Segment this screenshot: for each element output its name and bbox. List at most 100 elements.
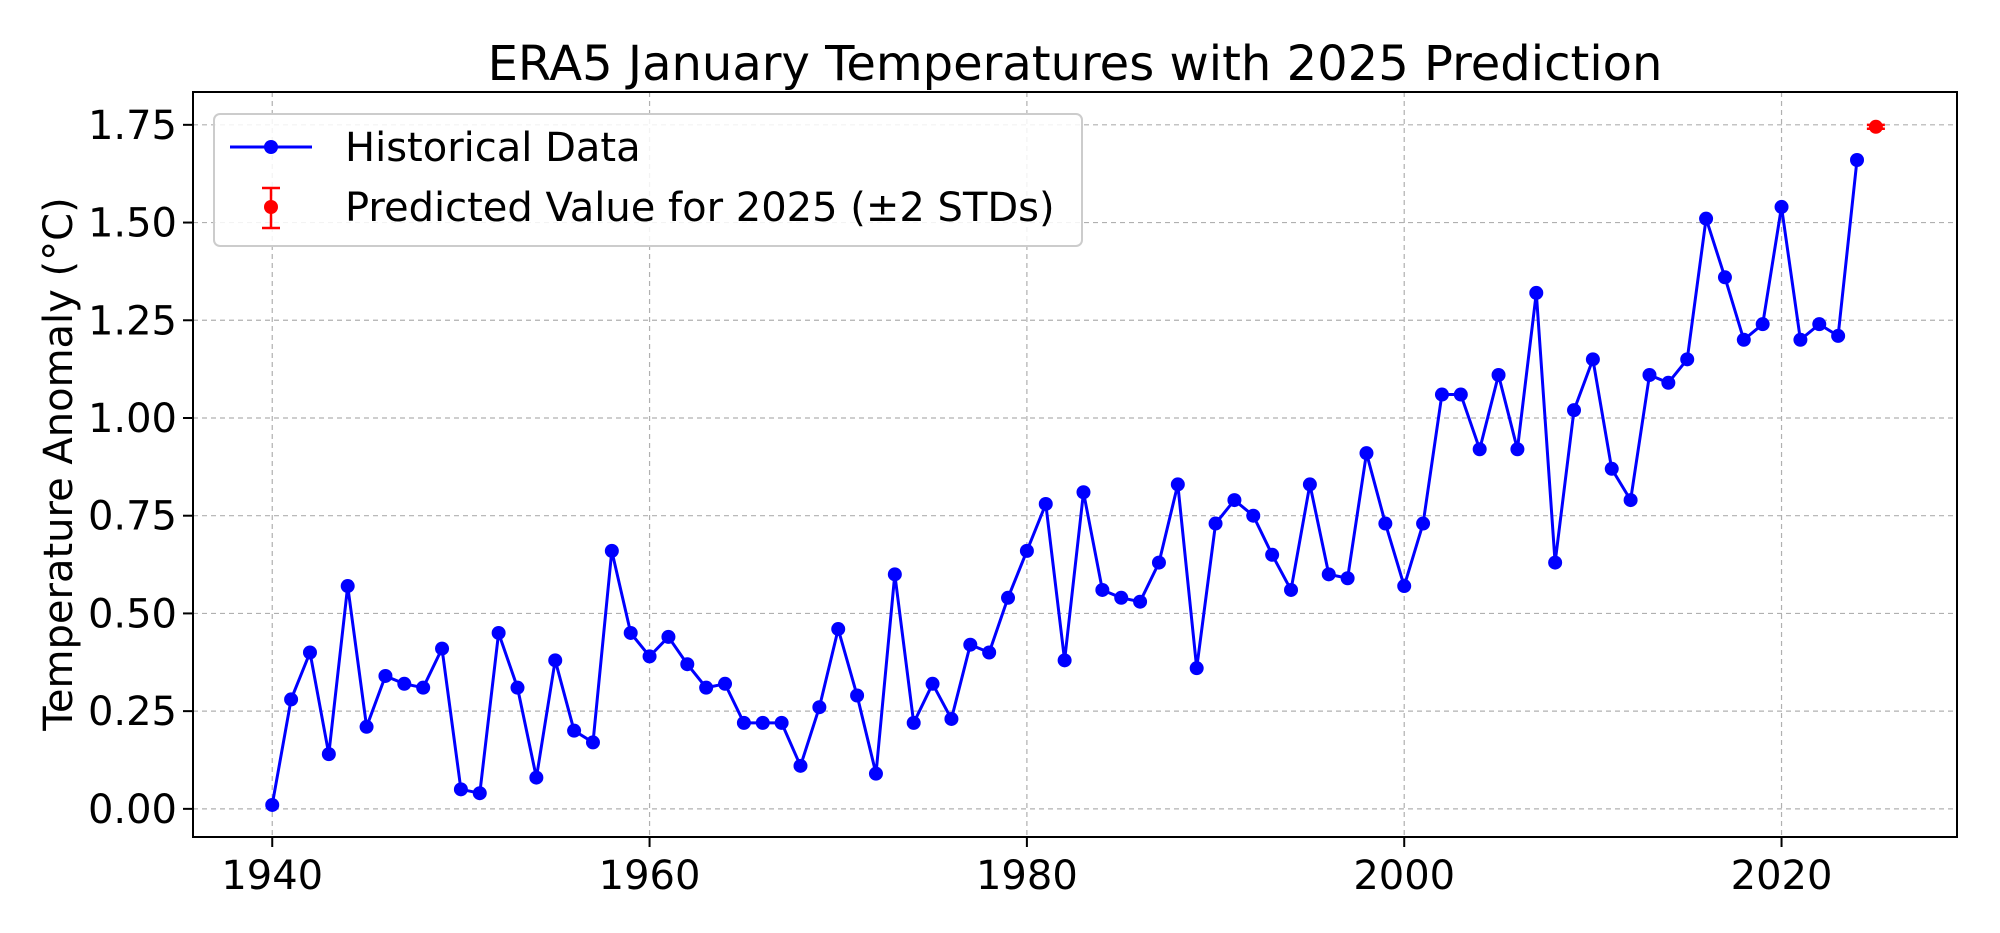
historical-data-point [1208,516,1223,531]
historical-data-point [944,711,959,726]
legend-historical-label: Historical Data [345,125,641,171]
historical-data-point [1114,590,1129,605]
historical-data-point [1472,442,1487,457]
historical-data-point [435,641,450,656]
y-tick-label: 1.25 [88,298,177,344]
historical-data-point [284,692,299,707]
historical-data-point [359,719,374,734]
historical-data-point [906,715,921,730]
historical-data-point [397,676,412,691]
y-axis-label: Temperature Anomaly (°C) [36,197,82,731]
historical-data-point [1038,496,1053,511]
historical-data-point [1850,153,1865,168]
historical-data-point [604,543,619,558]
historical-data-point [1302,477,1317,492]
historical-data-point [661,629,676,644]
historical-data-point [585,735,600,750]
historical-data-point [1680,352,1695,367]
historical-data-point [831,622,846,637]
historical-data-line [270,159,1859,806]
historical-data-point [1265,547,1280,562]
x-tick-label: 1960 [599,853,701,899]
historical-data-point [1548,555,1563,570]
historical-data-point [925,676,940,691]
historical-data-point [1151,555,1166,570]
historical-data-point [1133,594,1148,609]
y-tick-label: 0.75 [88,494,177,540]
historical-data-point [887,567,902,582]
historical-data-point [321,747,336,762]
grid [193,92,1957,837]
historical-data-point [736,715,751,730]
x-tick-label: 1940 [221,853,323,899]
historical-data-point [1755,317,1770,332]
y-tick-label: 0.00 [88,787,177,833]
historical-data-point [1321,567,1336,582]
historical-data-point [850,688,865,703]
historical-data-point [416,680,431,695]
historical-data-point [963,637,978,652]
historical-data-point [1095,582,1110,597]
historical-data-point [1019,543,1034,558]
y-tick-label: 0.50 [88,591,177,637]
historical-data-point [1359,446,1374,461]
x-tick-label: 1980 [976,853,1078,899]
historical-data-point [1831,328,1846,343]
prediction-point [1868,119,1883,134]
historical-data-point [699,680,714,695]
historical-data-point [1699,211,1714,226]
historical-data-point [1567,403,1582,418]
historical-data-point [1001,590,1016,605]
legend: Historical Data Predicted Value for 2025… [213,113,1083,247]
historical-data-point [755,715,770,730]
historical-data-point [1378,516,1393,531]
legend-prediction-label: Predicted Value for 2025 (±2 STDs) [345,185,1055,231]
historical-data-point [1793,332,1808,347]
historical-data-point [1623,493,1638,508]
y-tick-label: 0.25 [88,689,177,735]
axes-frame [192,91,1958,838]
historical-data-point [1717,270,1732,285]
historical-data-point [1642,367,1657,382]
y-tick-label: 1.50 [88,201,177,247]
historical-data-point [1661,375,1676,390]
historical-data-point [1510,442,1525,457]
historical-data-point [642,649,657,664]
legend-historical-marker [264,140,278,154]
chart-title: ERA5 January Temperatures with 2025 Pred… [488,36,1663,92]
historical-data-point [1397,579,1412,594]
historical-data-point [1604,461,1619,476]
y-tick-label: 1.00 [88,396,177,442]
x-tick-label: 2000 [1353,853,1455,899]
historical-data-point [491,625,506,640]
historical-data-point [1453,387,1468,402]
historical-data-point [623,625,638,640]
x-tick-label: 2020 [1731,853,1833,899]
historical-data-point [1284,582,1299,597]
historical-data-point [1227,493,1242,508]
historical-data-point [378,668,393,683]
historical-data-point [472,786,487,801]
historical-data-point [718,676,733,691]
historical-data-point [453,782,468,797]
historical-data-point [1736,332,1751,347]
historical-data-point [812,700,827,715]
historical-data-point [1529,285,1544,300]
historical-data-point [793,758,808,773]
historical-data-point [548,653,563,668]
plot-area [265,119,1885,812]
legend-prediction-marker [264,200,278,214]
historical-data-point [868,766,883,781]
legend-box [213,113,1083,247]
historical-data-point [302,645,317,660]
historical-data-point [982,645,997,660]
historical-data-point [1246,508,1261,523]
historical-data-point [529,770,544,785]
historical-data-point [680,657,695,672]
historical-data-point [774,715,789,730]
historical-data-point [340,579,355,594]
historical-data-point [265,797,280,812]
historical-data-point [1057,653,1072,668]
historical-data-point [1170,477,1185,492]
